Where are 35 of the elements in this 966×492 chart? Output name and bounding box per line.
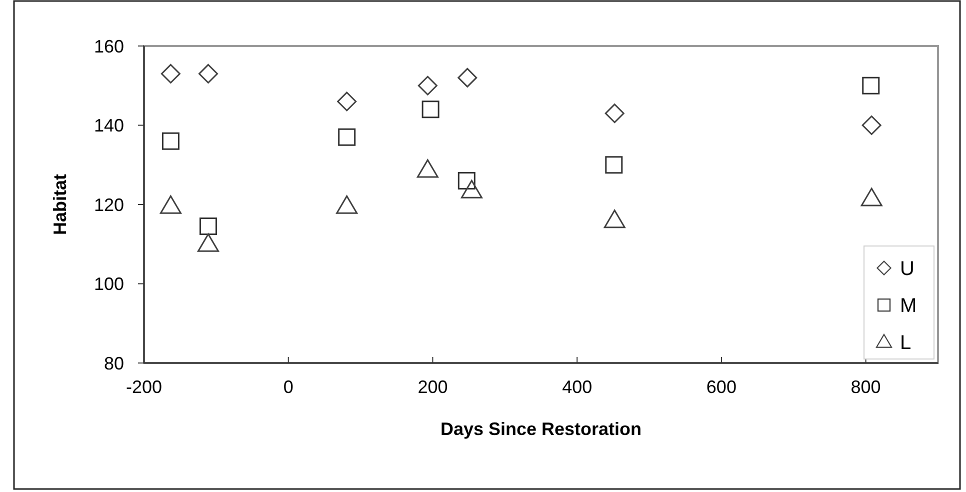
point bbox=[160, 64, 180, 84]
y-axis-title: Habitat bbox=[50, 174, 70, 236]
point bbox=[160, 195, 182, 214]
x-tick-label: 400 bbox=[562, 377, 592, 397]
x-tick-label: 600 bbox=[706, 377, 736, 397]
y-tick-label: 160 bbox=[94, 36, 124, 56]
point bbox=[460, 180, 482, 198]
point bbox=[338, 128, 356, 146]
x-axis-title: Days Since Restoration bbox=[440, 419, 642, 439]
point bbox=[605, 156, 623, 174]
x-tick-label: 0 bbox=[283, 377, 294, 397]
y-tick-label: 80 bbox=[104, 353, 124, 374]
y-tick-label: 100 bbox=[94, 274, 124, 294]
point bbox=[860, 188, 882, 206]
point bbox=[418, 76, 438, 96]
y-tick-label: 140 bbox=[94, 116, 124, 136]
legend-label: U bbox=[900, 258, 914, 280]
point bbox=[162, 132, 180, 150]
point bbox=[604, 104, 624, 124]
point bbox=[458, 68, 478, 88]
point bbox=[862, 76, 880, 94]
y-tick-label: 120 bbox=[94, 194, 124, 215]
point bbox=[604, 210, 626, 228]
point bbox=[337, 92, 357, 112]
x-tick-label: -200 bbox=[126, 377, 162, 397]
point bbox=[862, 116, 882, 135]
x-tick-label: 800 bbox=[850, 377, 881, 397]
point bbox=[336, 195, 358, 214]
x-tick-label: 200 bbox=[418, 377, 448, 397]
point bbox=[197, 233, 219, 252]
point bbox=[416, 159, 438, 178]
legend-label: M bbox=[900, 295, 917, 317]
legend-label: L bbox=[900, 332, 912, 354]
point bbox=[422, 100, 440, 118]
point bbox=[198, 64, 218, 84]
